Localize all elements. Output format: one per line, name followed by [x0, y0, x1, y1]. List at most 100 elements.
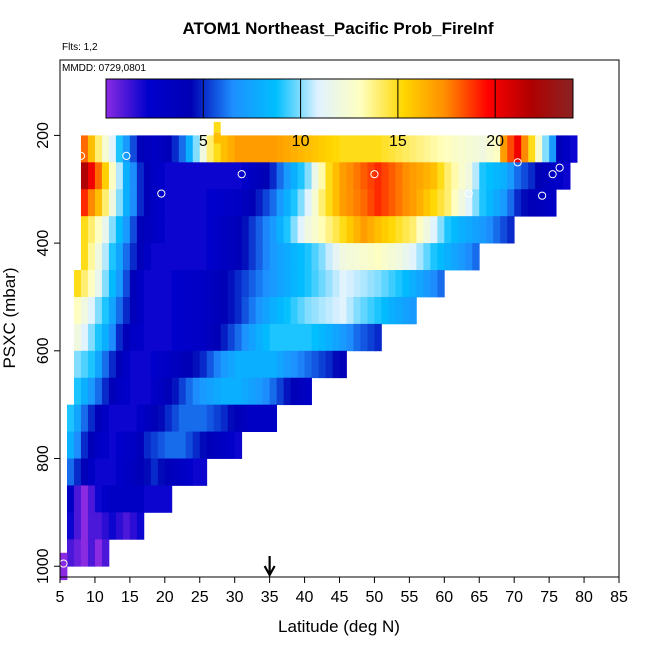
- x-tick-label: 65: [470, 589, 488, 606]
- heatmap-cell: [248, 296, 257, 325]
- heatmap-cell: [101, 431, 110, 459]
- heatmap-cell: [213, 350, 222, 379]
- y-tick-label: 400: [35, 230, 52, 257]
- heatmap-cell: [192, 243, 201, 271]
- heatmap-cell: [150, 377, 159, 406]
- heatmap-cell: [192, 350, 201, 379]
- heatmap-cell: [122, 512, 131, 540]
- heatmap-cell: [423, 243, 431, 271]
- heatmap-cell: [318, 350, 326, 379]
- heatmap-cell: [276, 323, 284, 352]
- heatmap-cell: [269, 216, 278, 244]
- heatmap-cell: [80, 296, 89, 325]
- heatmap-cell: [136, 431, 145, 459]
- heatmap-cell: [255, 377, 264, 406]
- heatmap-cell: [80, 539, 89, 567]
- heatmap-cell: [311, 135, 319, 163]
- heatmap-cell: [206, 270, 215, 298]
- heatmap-cell: [472, 216, 480, 244]
- colorbar-tick-label: 20: [486, 133, 504, 150]
- heatmap-cell: [87, 539, 96, 567]
- heatmap-cell: [157, 404, 166, 432]
- heatmap-cell: [542, 189, 550, 217]
- heatmap-cell: [318, 270, 326, 298]
- x-tick-label: 85: [610, 589, 628, 606]
- heatmap-cell: [171, 296, 180, 325]
- heatmap-cell: [304, 296, 312, 325]
- heatmap-cell: [255, 162, 264, 190]
- heatmap-cell: [73, 404, 82, 432]
- heatmap-cell: [206, 296, 215, 325]
- heatmap-cell: [157, 216, 166, 244]
- heatmap-cell: [430, 243, 438, 271]
- heatmap-cell: [94, 270, 103, 298]
- y-tick-label: 1000: [35, 548, 52, 584]
- x-tick-label: 45: [331, 589, 349, 606]
- heatmap-cell: [199, 243, 208, 271]
- heatmap-cell: [157, 135, 166, 163]
- heatmap-cell: [150, 162, 159, 190]
- heatmap-cell: [297, 377, 305, 406]
- heatmap-cell: [472, 135, 480, 163]
- heatmap-cell: [143, 189, 152, 217]
- heatmap-cell: [115, 431, 124, 459]
- heatmap-cell: [66, 404, 75, 432]
- heatmap-cell: [227, 404, 236, 432]
- heatmap-cell: [80, 458, 89, 486]
- heatmap-cell: [73, 296, 82, 325]
- heatmap-cell: [332, 162, 340, 190]
- heatmap-cell: [346, 270, 354, 298]
- heatmap-cell: [136, 377, 145, 406]
- heatmap-cell: [248, 216, 257, 244]
- heatmap-cell: [374, 216, 382, 244]
- heatmap-cell: [143, 458, 152, 486]
- heatmap-cell: [409, 162, 417, 190]
- heatmap-cell: [157, 350, 166, 379]
- heatmap-cell: [416, 135, 424, 163]
- heatmap-cell: [185, 135, 194, 163]
- x-tick-label: 35: [261, 589, 279, 606]
- x-tick-label: 75: [540, 589, 558, 606]
- heatmap-cell: [311, 216, 319, 244]
- heatmap-cell: [500, 216, 508, 244]
- y-tick-label: 200: [35, 122, 52, 149]
- heatmap-cell: [220, 404, 229, 432]
- heatmap-cell: [115, 377, 124, 406]
- heatmap-cell: [339, 350, 347, 379]
- heatmap-cell: [220, 323, 229, 352]
- heatmap-cell: [164, 431, 173, 459]
- heatmap-cell: [150, 431, 159, 459]
- heatmap-cell: [227, 431, 236, 459]
- heatmap-cell: [465, 162, 473, 190]
- heatmap-cell: [192, 216, 201, 244]
- heatmap-cell: [388, 189, 396, 217]
- heatmap-cell: [486, 216, 494, 244]
- heatmap-cell: [388, 243, 396, 271]
- x-tick-label: 70: [505, 589, 523, 606]
- heatmap-cell: [227, 270, 236, 298]
- heatmap-cell: [304, 243, 312, 271]
- heatmap-cell: [339, 323, 347, 352]
- heatmap-cell: [136, 270, 145, 298]
- heatmap-cell: [178, 162, 187, 190]
- heatmap-cell: [87, 323, 96, 352]
- colorbar-scale: [105, 78, 574, 119]
- heatmap-cell: [549, 135, 557, 163]
- heatmap-cell: [297, 162, 305, 190]
- heatmap-cell: [304, 270, 312, 298]
- heatmap-cell: [80, 377, 89, 406]
- x-tick-label: 50: [366, 589, 384, 606]
- heatmap-cell: [108, 323, 117, 352]
- x-tick-label: 60: [435, 589, 453, 606]
- heatmap-cell: [80, 243, 89, 271]
- heatmap-cell: [157, 377, 166, 406]
- heatmap-cell: [290, 323, 298, 352]
- heatmap-cell: [318, 135, 326, 163]
- heatmap-cell: [528, 162, 536, 190]
- colorbar-tick-label: 15: [389, 133, 407, 150]
- heatmap-cell: [430, 270, 438, 298]
- heatmap-cell: [206, 162, 215, 190]
- heatmap-cell: [206, 216, 215, 244]
- heatmap-cell: [346, 189, 354, 217]
- heatmap-cell: [507, 135, 515, 163]
